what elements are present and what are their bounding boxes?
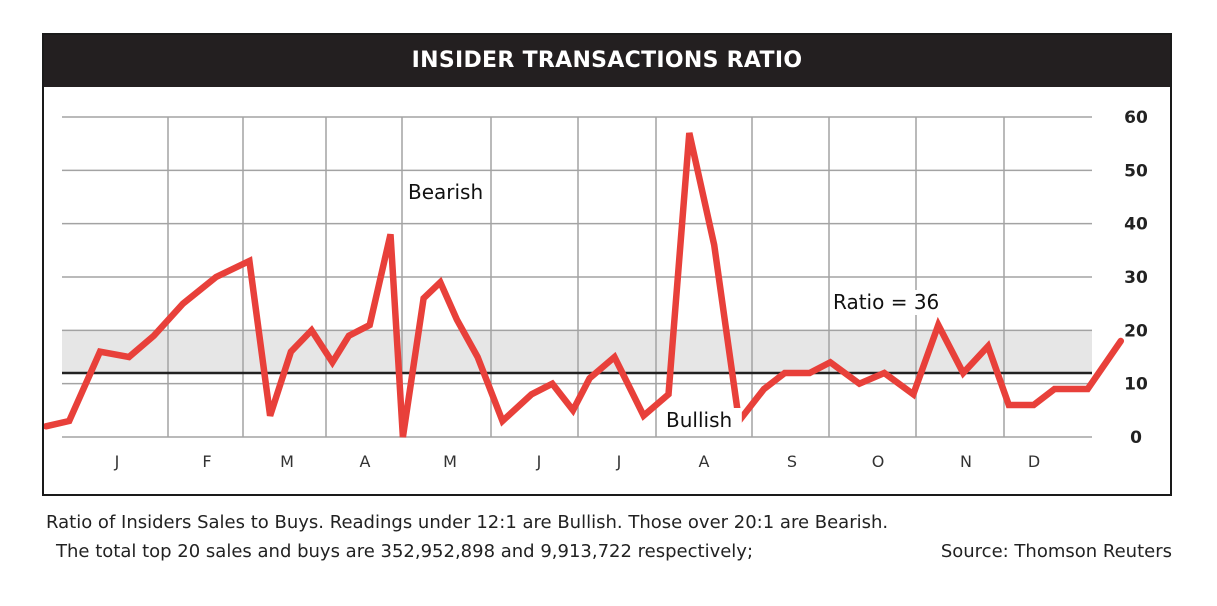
y-tick-label: 40 (1124, 215, 1148, 235)
y-tick-label: 0 (1130, 428, 1142, 448)
ratio-series-line (44, 132, 1125, 438)
x-tick-label: N (960, 452, 972, 471)
ratio-label: Ratio = 36 (833, 290, 939, 314)
x-tick-label: S (787, 452, 797, 471)
x-tick-label: A (699, 452, 710, 471)
x-tick-label: M (280, 452, 294, 471)
caption-source: Source: Thomson Reuters (940, 541, 1172, 562)
chart-frame: INSIDER TRANSACTIONS RATIO 0 10 20 30 40 50 60… (42, 33, 1172, 496)
bullish-label: Bullish (666, 408, 732, 432)
caption-description: Ratio of Insiders Sales to Buys. Reading… (46, 512, 889, 533)
bearish-label-bg (405, 180, 484, 205)
y-tick-label: 30 (1124, 268, 1148, 288)
x-tick-label: F (202, 452, 211, 471)
x-tick-label: M (443, 452, 457, 471)
x-tick-label: J (536, 452, 542, 471)
x-tick-label: J (616, 452, 622, 471)
caption-totals: The total top 20 sales and buys are 352,… (56, 541, 754, 562)
bearish-label: Bearish (408, 180, 483, 204)
y-tick-label: 50 (1124, 161, 1148, 181)
x-tick-label: O (872, 452, 885, 471)
x-tick-label: A (360, 452, 371, 471)
y-tick-label: 10 (1124, 375, 1148, 395)
y-tick-label: 60 (1124, 108, 1148, 128)
y-tick-label: 20 (1124, 321, 1148, 341)
x-tick-label: J (114, 452, 120, 471)
chart-plot: 0 10 20 30 40 50 60 J F M A M J J A S O N D Bearish Bullish R… (44, 108, 1148, 471)
x-tick-label: D (1028, 452, 1040, 471)
bullish-label-bg (663, 408, 742, 433)
chart-title: INSIDER TRANSACTIONS RATIO (44, 35, 1170, 87)
ratio-label-bg (830, 290, 940, 315)
